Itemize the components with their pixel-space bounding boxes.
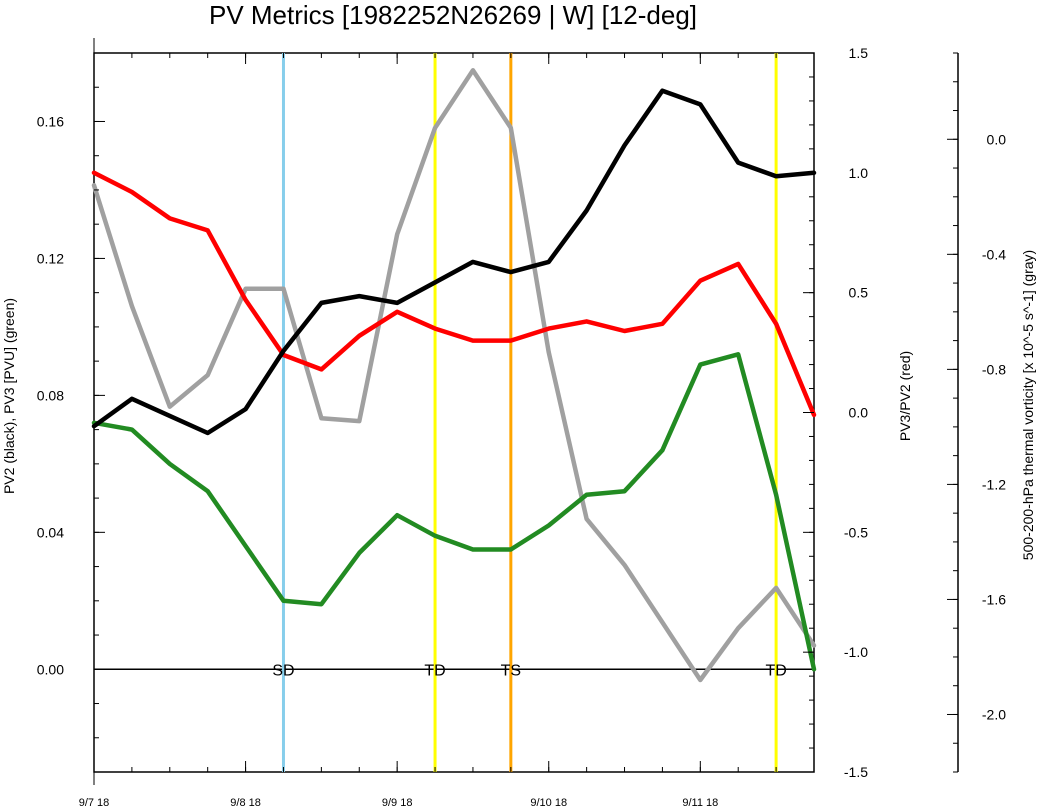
far-right-tick-label: -0.4 bbox=[982, 246, 1006, 262]
left-tick-label: 0.16 bbox=[37, 113, 64, 129]
x-tick-label: 9/10 18 bbox=[530, 797, 567, 809]
left-tick-label: 0.12 bbox=[37, 250, 64, 266]
x-tick-label: 9/8 18 bbox=[230, 797, 261, 809]
right-tick-label: 1.5 bbox=[849, 45, 869, 61]
event-lines bbox=[281, 53, 778, 772]
series-lines: SD TD TS TD bbox=[91, 68, 817, 683]
event-label: TS bbox=[501, 662, 521, 679]
chart-title: PV Metrics [1982252N26269 | W] [12-deg] bbox=[209, 0, 697, 30]
far-right-tick-label: -1.6 bbox=[982, 591, 1006, 607]
right-axis-label: PV3/PV2 (red) bbox=[897, 351, 913, 441]
x-tick-label: 9/9 18 bbox=[382, 797, 413, 809]
far-right-axis-label: 500-200-hPa thermal vorticity [x 10^-5 s… bbox=[1020, 250, 1036, 560]
left-tick-label: 0.08 bbox=[37, 387, 64, 403]
left-tick-label: 0.00 bbox=[37, 661, 64, 677]
right-tick-label: -1.5 bbox=[844, 764, 868, 780]
event-label: TD bbox=[765, 662, 786, 679]
right-tick-label: -1.0 bbox=[844, 644, 868, 660]
event-label: SD bbox=[272, 662, 294, 679]
far-right-tick-label: 0.0 bbox=[987, 131, 1007, 147]
series-line bbox=[91, 352, 817, 672]
right-tick-label: 1.0 bbox=[849, 165, 869, 181]
axes: 0.00 0.04 0.08 0.12 0.16 -1.5 -1.0 -0.5 0.0 0.5 1.… bbox=[37, 38, 1006, 809]
series-line bbox=[91, 170, 817, 418]
far-right-tick-label: -0.8 bbox=[982, 361, 1006, 377]
right-tick-label: -0.5 bbox=[844, 524, 868, 540]
x-tick-label: 9/11 18 bbox=[682, 797, 718, 809]
series-line bbox=[91, 68, 817, 683]
plot-border bbox=[93, 52, 815, 773]
series-line bbox=[91, 88, 817, 436]
event-label: TD bbox=[424, 662, 445, 679]
right-tick-label: 0.0 bbox=[849, 405, 869, 421]
far-right-tick-label: -1.2 bbox=[982, 476, 1006, 492]
right-tick-label: 0.5 bbox=[849, 285, 869, 301]
plot-frame bbox=[93, 52, 815, 773]
far-right-tick-label: -2.0 bbox=[982, 706, 1006, 722]
left-axis-label: PV2 (black), PV3 [PVU] (green) bbox=[1, 298, 17, 494]
left-tick-label: 0.04 bbox=[37, 524, 64, 540]
x-tick-label: 9/7 18 bbox=[79, 797, 110, 809]
